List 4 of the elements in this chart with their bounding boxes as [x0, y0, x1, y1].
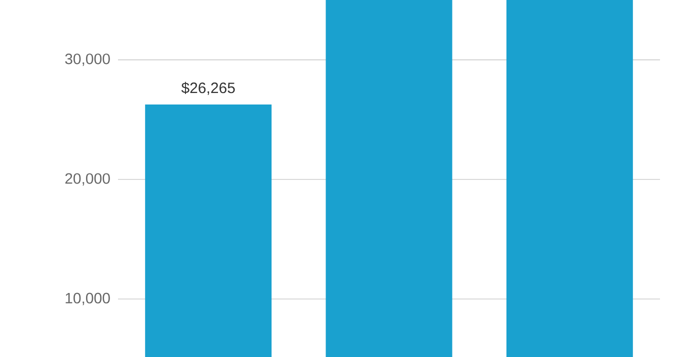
data-label: $26,265 — [181, 82, 235, 95]
y-tick-label: 30,000 — [65, 54, 110, 66]
y-tick-label: 20,000 — [65, 173, 110, 186]
y-tick-label: 10,000 — [66, 292, 110, 306]
